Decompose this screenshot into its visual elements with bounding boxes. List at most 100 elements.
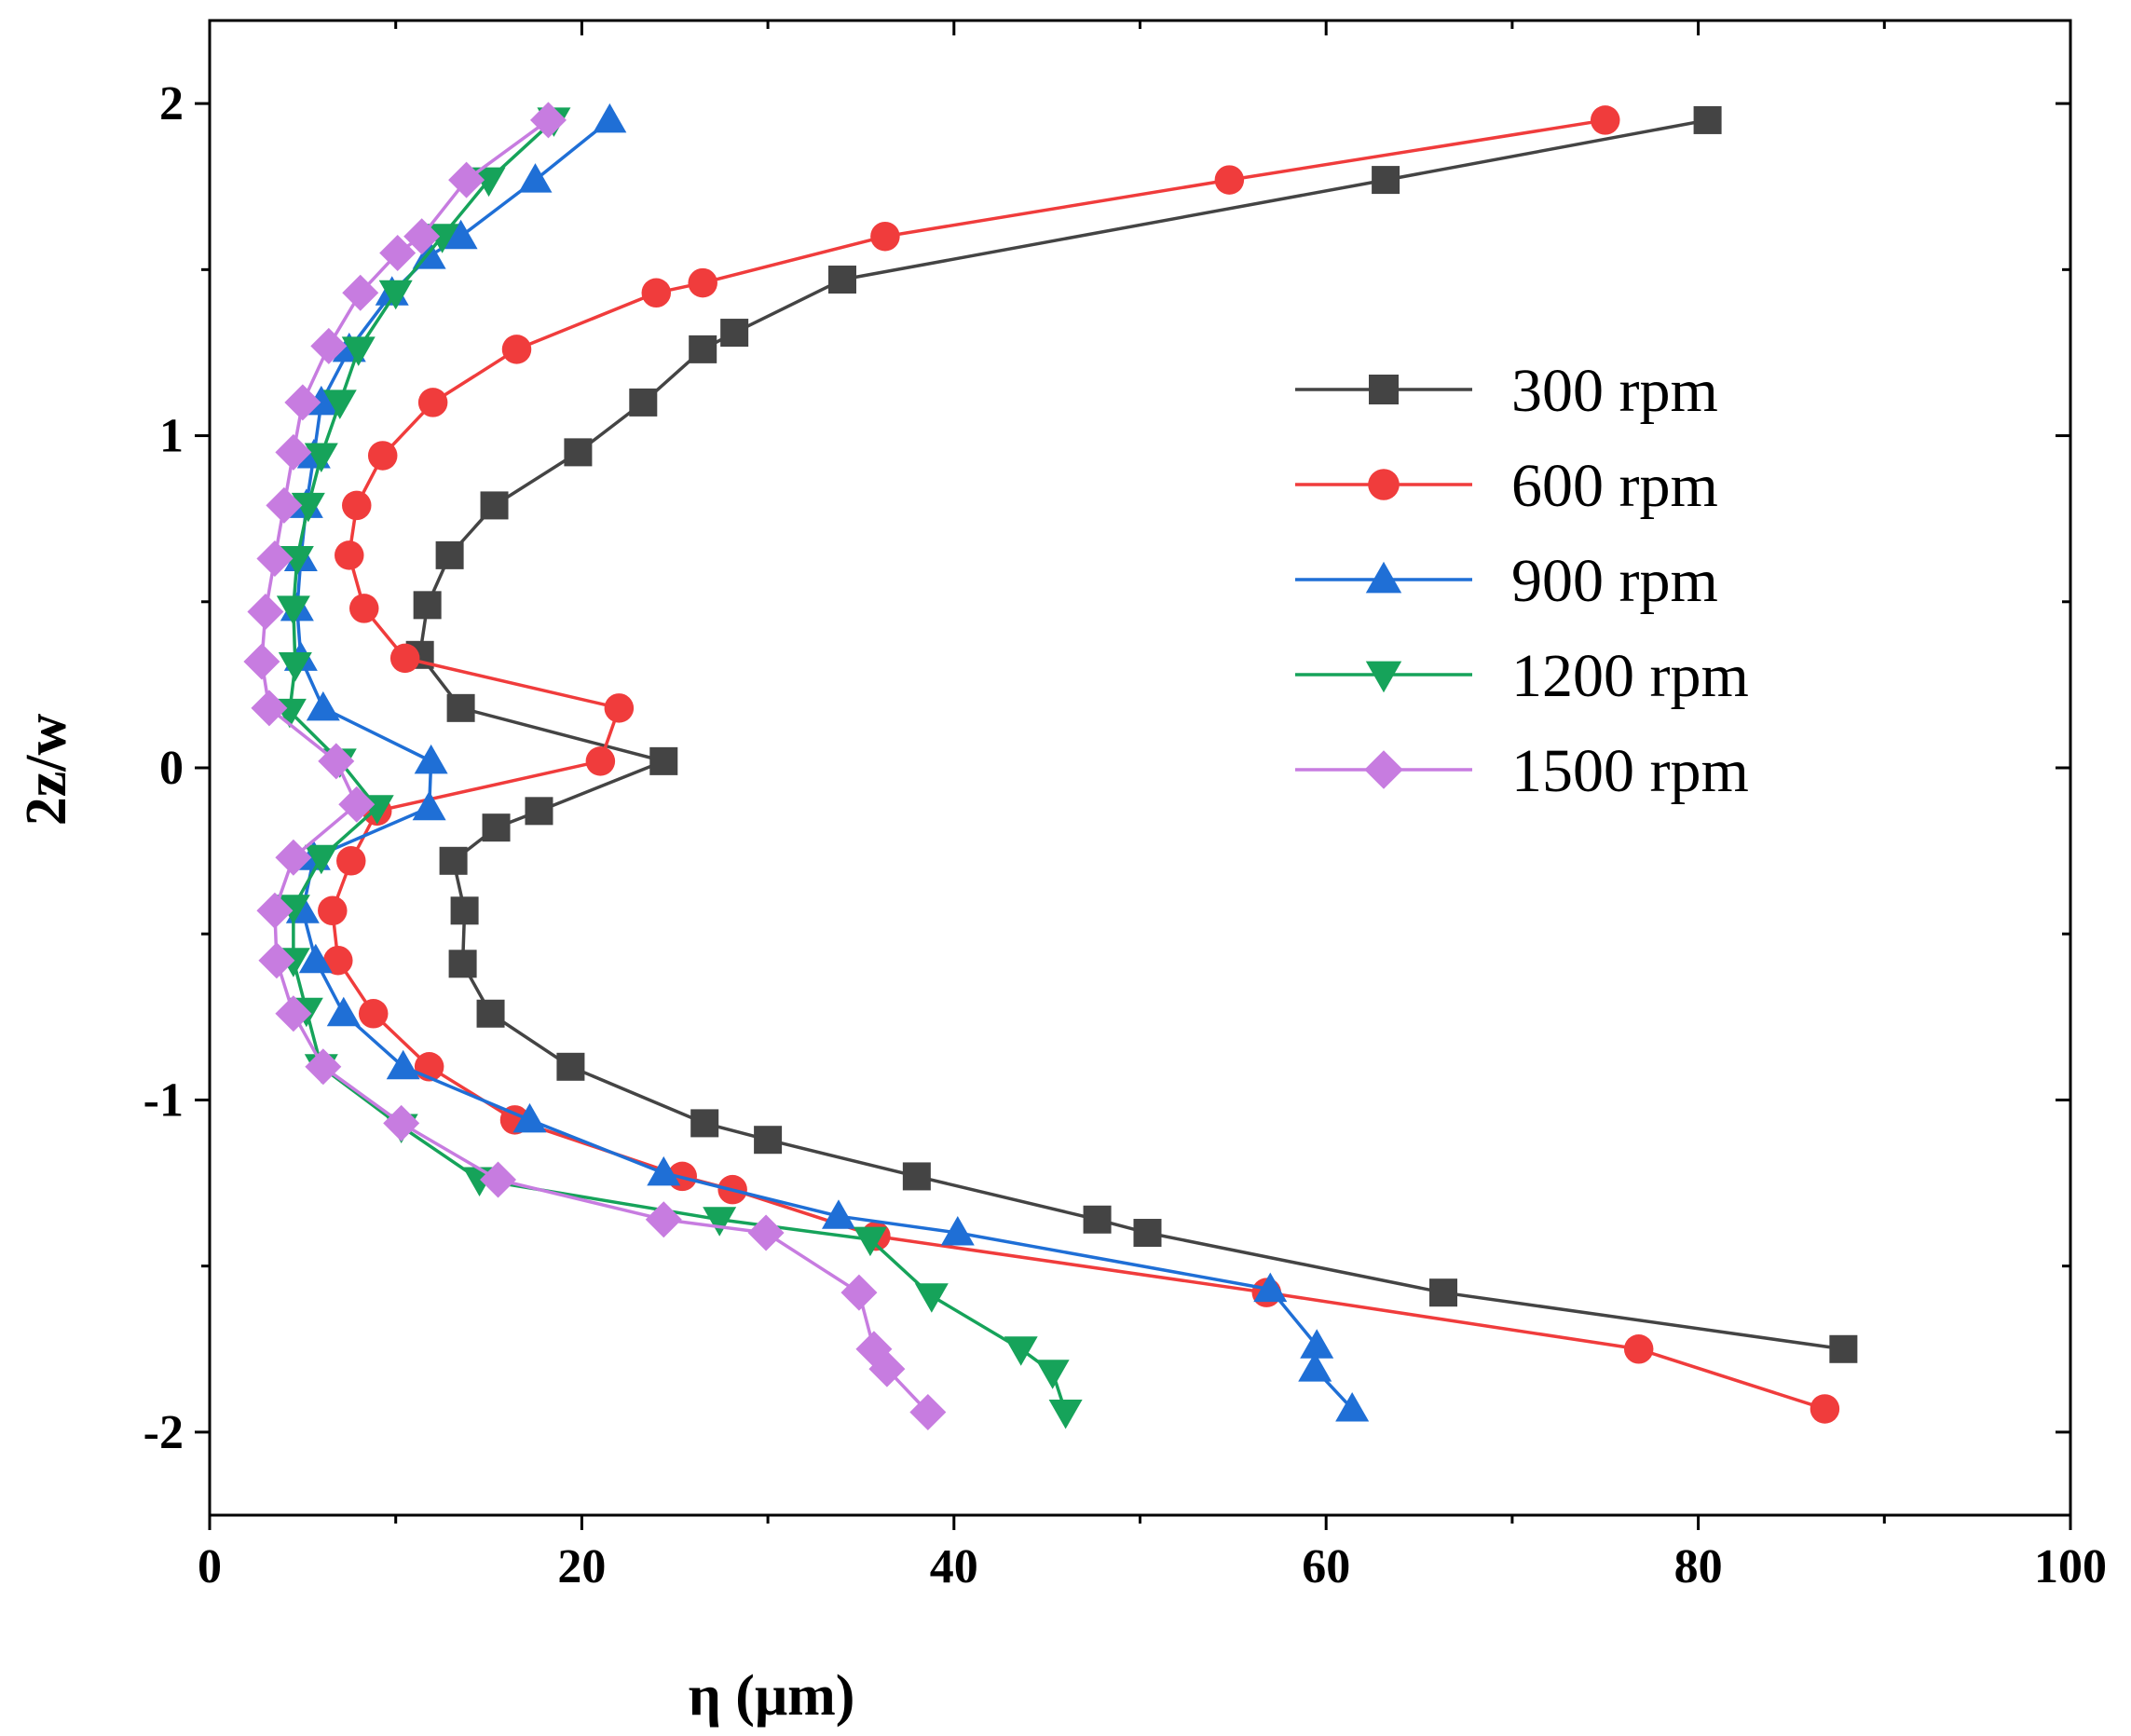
data-point bbox=[341, 336, 376, 366]
data-point bbox=[278, 652, 312, 682]
data-point bbox=[291, 492, 325, 523]
data-point bbox=[1083, 1205, 1112, 1234]
data-point bbox=[298, 943, 333, 974]
data-point bbox=[1829, 1334, 1858, 1363]
data-point bbox=[251, 690, 288, 727]
data-point bbox=[853, 1226, 887, 1257]
data-point bbox=[378, 280, 413, 310]
data-point bbox=[450, 896, 479, 925]
y-tick-label: 1 bbox=[159, 410, 184, 463]
data-point bbox=[276, 595, 310, 625]
data-point bbox=[243, 643, 280, 680]
data-point bbox=[902, 1162, 931, 1191]
data-point bbox=[720, 319, 749, 348]
data-point bbox=[318, 743, 355, 780]
data-point bbox=[322, 390, 357, 419]
legend-marker bbox=[1365, 661, 1402, 693]
x-tick-label: 60 bbox=[1302, 1540, 1350, 1593]
data-point bbox=[448, 161, 485, 198]
data-point bbox=[444, 219, 478, 250]
data-point bbox=[641, 278, 672, 308]
data-point bbox=[275, 995, 312, 1032]
data-point bbox=[747, 1214, 785, 1251]
data-point bbox=[1335, 1391, 1370, 1422]
data-point bbox=[1429, 1278, 1458, 1307]
data-point bbox=[1623, 1334, 1654, 1364]
data-point bbox=[1298, 1352, 1332, 1382]
data-point bbox=[501, 335, 532, 364]
data-point bbox=[476, 999, 505, 1028]
data-point bbox=[1214, 165, 1245, 195]
x-tick-label: 100 bbox=[2034, 1540, 2107, 1593]
data-point bbox=[629, 388, 658, 417]
y-tick-label: -1 bbox=[143, 1073, 184, 1127]
data-point bbox=[1253, 1272, 1288, 1303]
data-point bbox=[647, 1155, 681, 1186]
data-point bbox=[256, 540, 294, 577]
data-point bbox=[247, 593, 284, 630]
data-point bbox=[413, 591, 442, 620]
legend-item: 600 rpm bbox=[1295, 452, 1718, 520]
data-point bbox=[1810, 1394, 1840, 1424]
data-point bbox=[868, 1350, 906, 1387]
data-point bbox=[1035, 1360, 1070, 1389]
data-point bbox=[389, 643, 420, 674]
data-point bbox=[480, 1161, 517, 1198]
data-point bbox=[840, 1274, 878, 1311]
data-point bbox=[821, 1199, 855, 1229]
data-point bbox=[645, 1201, 682, 1238]
data-point bbox=[435, 540, 464, 569]
data-point bbox=[471, 167, 506, 198]
data-point bbox=[342, 274, 379, 311]
data-point bbox=[310, 327, 348, 364]
legend-item: 1500 rpm bbox=[1295, 737, 1749, 805]
data-point bbox=[358, 999, 389, 1029]
data-point bbox=[284, 384, 321, 421]
legend-label: 900 rpm bbox=[1511, 547, 1718, 615]
legend-item: 1200 rpm bbox=[1295, 642, 1749, 710]
data-point bbox=[689, 335, 717, 363]
data-point bbox=[383, 1104, 420, 1141]
legend-item: 900 rpm bbox=[1295, 547, 1718, 615]
data-point bbox=[909, 1394, 947, 1431]
data-point bbox=[275, 433, 312, 471]
data-point bbox=[512, 1102, 547, 1133]
data-point bbox=[258, 942, 295, 979]
data-point bbox=[482, 813, 511, 842]
x-tick-label: 40 bbox=[930, 1540, 978, 1593]
series-1500-rpm bbox=[243, 102, 947, 1431]
x-axis-title: η (μm) bbox=[689, 1664, 855, 1728]
x-tick-label: 20 bbox=[557, 1540, 606, 1593]
data-point bbox=[518, 163, 553, 193]
data-point bbox=[338, 786, 376, 823]
x-tick-label: 0 bbox=[198, 1540, 222, 1593]
legend-marker bbox=[1364, 750, 1403, 789]
data-point bbox=[703, 1207, 737, 1237]
data-point bbox=[593, 103, 627, 133]
data-point bbox=[446, 693, 475, 722]
data-point bbox=[367, 441, 398, 471]
data-point bbox=[564, 438, 593, 467]
data-point bbox=[276, 895, 310, 924]
data-point bbox=[412, 790, 446, 821]
data-point bbox=[1372, 166, 1400, 195]
data-point bbox=[1300, 1329, 1334, 1359]
legend-label: 1200 rpm bbox=[1511, 642, 1749, 710]
data-point bbox=[349, 594, 379, 623]
data-point bbox=[1004, 1336, 1038, 1366]
data-point bbox=[266, 486, 303, 524]
data-point bbox=[305, 1048, 342, 1086]
data-point bbox=[1591, 105, 1620, 135]
data-point bbox=[439, 846, 468, 875]
data-point bbox=[403, 218, 441, 255]
legend-marker bbox=[1368, 469, 1400, 500]
plot-frame bbox=[208, 19, 2072, 1517]
series-900-rpm bbox=[280, 103, 1370, 1422]
data-point bbox=[649, 746, 678, 775]
data-point bbox=[585, 746, 616, 776]
data-point bbox=[323, 945, 353, 976]
data-point bbox=[448, 950, 477, 978]
series-300-rpm bbox=[405, 105, 1858, 1363]
data-point bbox=[386, 1049, 420, 1080]
